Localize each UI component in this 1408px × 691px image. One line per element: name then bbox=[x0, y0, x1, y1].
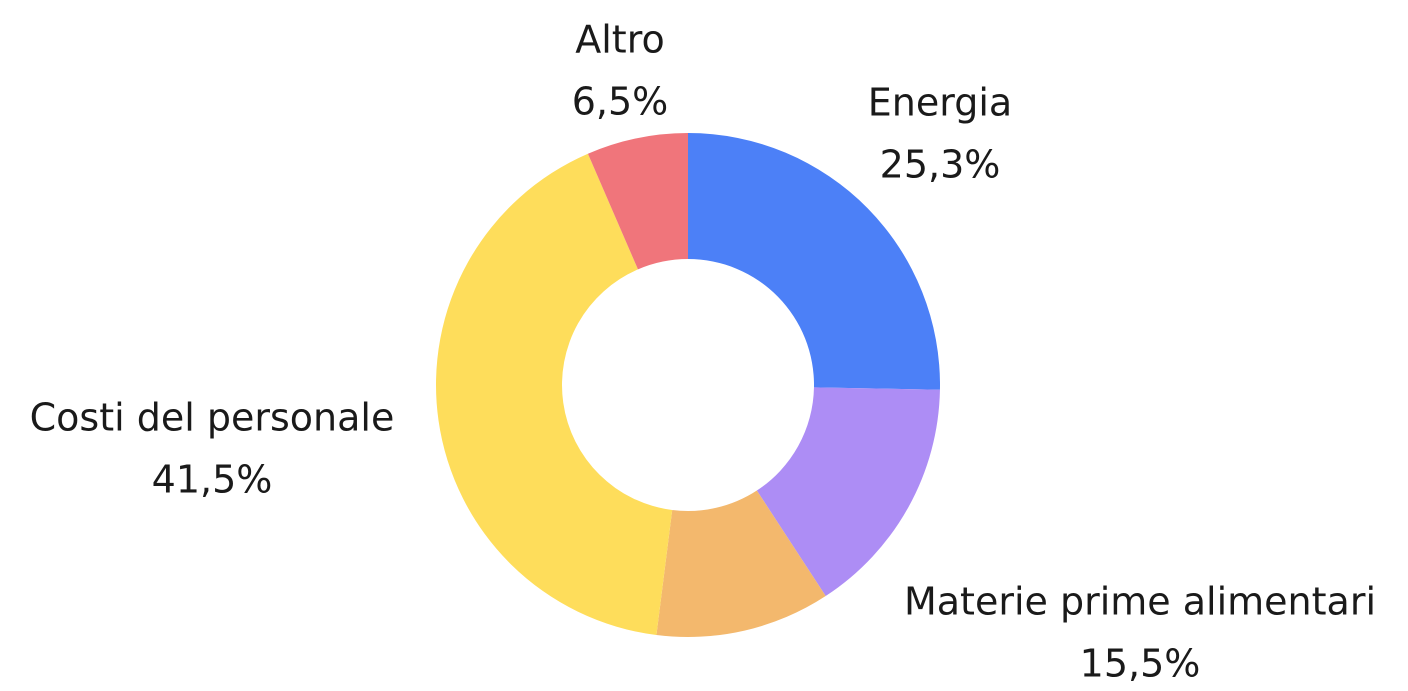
slice-label: Altro bbox=[575, 18, 665, 62]
donut-slice bbox=[436, 153, 673, 636]
slice-value-label: 25,3% bbox=[880, 143, 1001, 187]
donut-slice bbox=[688, 133, 941, 390]
slice-value-label: 6,5% bbox=[572, 80, 669, 124]
donut-slice bbox=[656, 490, 826, 637]
donut-slice bbox=[587, 133, 688, 270]
slice-label: Materie prime alimentari bbox=[904, 580, 1376, 624]
donut-slice bbox=[756, 387, 940, 597]
slice-value-label: 41,5% bbox=[152, 458, 273, 502]
slice-label: Energia bbox=[868, 81, 1012, 125]
slice-value-label: 15,5% bbox=[1080, 642, 1201, 686]
slice-label: Costi del personale bbox=[30, 396, 395, 440]
